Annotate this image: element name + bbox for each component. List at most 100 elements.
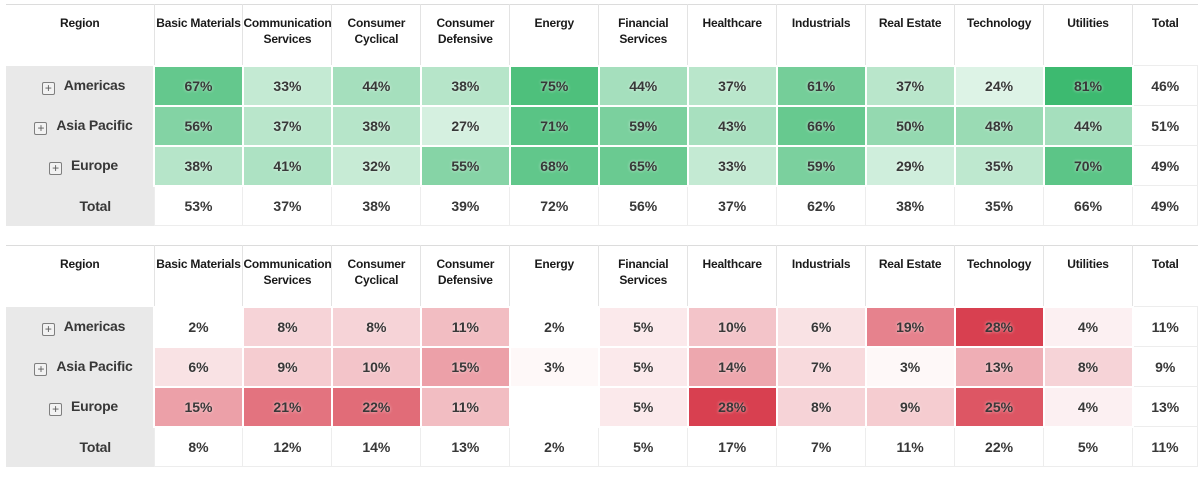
column-header-energy: Energy [509, 4, 599, 66]
row-total-asia-pacific: 9% [1132, 346, 1198, 387]
row-total-europe: 49% [1132, 145, 1198, 186]
heatmap-cell-europe-healthcare: 33% [686, 144, 778, 187]
expand-icon[interactable]: + [48, 161, 62, 175]
column-total-technology: 22% [954, 426, 1045, 467]
column-total-consumer-cyclical: 14% [331, 426, 422, 467]
totals-row: Total 53% 37% 38% 39% 72% 56% 37% 62% 38% 35% 66% 49… [6, 185, 1198, 226]
expand-icon[interactable]: + [48, 402, 62, 416]
column-header-healthcare: Healthcare [687, 245, 777, 307]
row-label-text: Asia Pacific [56, 116, 133, 133]
column-total-energy: 72% [509, 185, 600, 226]
expand-icon[interactable]: + [41, 322, 55, 336]
column-total-communication-services: 37% [242, 185, 333, 226]
table-row-europe: + Europe 15% 21% 22% 11% 5% 28% 8% 9% 25% 4% 13% [6, 385, 1198, 428]
heatmap-tables-container: Region Basic Materials Communication Servi… [6, 4, 1198, 467]
heatmap-cell-asia-pacific-utilities: 8% [1042, 345, 1134, 388]
grand-total: 49% [1132, 185, 1198, 226]
header-row: Region Basic Materials Communication Servi… [6, 4, 1198, 66]
heatmap-cell-americas-consumer-defensive: 11% [419, 305, 511, 348]
heatmap-cell-asia-pacific-industrials: 7% [775, 345, 867, 388]
column-header-utilities: Utilities [1043, 245, 1133, 307]
column-total-consumer-cyclical: 38% [331, 185, 422, 226]
heatmap-cell-europe-industrials: 59% [775, 144, 867, 187]
heatmap-cell-europe-utilities: 4% [1042, 385, 1134, 428]
heatmap-cell-americas-communication-services: 33% [241, 64, 333, 107]
column-header-communication-services: Communication Services [242, 4, 332, 66]
row-label-americas: + Americas [6, 65, 154, 106]
column-header-consumer-defensive: Consumer Defensive [420, 4, 510, 66]
heatmap-cell-europe-basic-materials: 38% [153, 144, 244, 187]
column-header-real-estate: Real Estate [865, 4, 955, 66]
column-header-technology: Technology [954, 245, 1044, 307]
row-label-europe: + Europe [6, 145, 154, 186]
heatmap-cell-asia-pacific-basic-materials: 56% [153, 104, 244, 147]
row-label-text: Americas [63, 317, 126, 334]
heatmap-cell-asia-pacific-consumer-defensive: 27% [419, 104, 511, 147]
table-row-americas: + Americas 2% 8% 8% 11% 2% 5% 10% 6% 19% 28% 4% 11% [6, 305, 1198, 348]
column-header-consumer-defensive: Consumer Defensive [420, 245, 510, 307]
table-row-asia-pacific: + Asia Pacific 6% 9% 10% 15% 3% 5% 14% 7% 3% 13% 8% 9… [6, 345, 1198, 388]
column-header-financial-services: Financial Services [598, 245, 688, 307]
green-heatmap-table: Region Basic Materials Communication Servi… [6, 4, 1198, 226]
column-total-real-estate: 38% [865, 185, 956, 226]
heatmap-cell-asia-pacific-consumer-defensive: 15% [419, 345, 511, 388]
heatmap-cell-americas-basic-materials: 67% [153, 64, 244, 107]
column-header-communication-services: Communication Services [242, 245, 332, 307]
row-label-europe: + Europe [6, 386, 154, 427]
column-total-industrials: 7% [776, 426, 867, 467]
column-header-consumer-cyclical: Consumer Cyclical [331, 4, 421, 66]
column-total-basic-materials: 53% [153, 185, 244, 226]
heatmap-cell-europe-financial-services: 65% [597, 144, 689, 187]
total-column-header: Total [1132, 245, 1198, 307]
heatmap-cell-asia-pacific-utilities: 44% [1042, 104, 1134, 147]
region-column-header: Region [6, 245, 154, 307]
heatmap-cell-europe-consumer-defensive: 11% [419, 385, 511, 428]
row-total-americas: 46% [1132, 65, 1198, 106]
heatmap-cell-asia-pacific-basic-materials: 6% [153, 345, 244, 388]
heatmap-cell-americas-consumer-cyclical: 8% [330, 305, 422, 348]
column-header-real-estate: Real Estate [865, 245, 955, 307]
heatmap-cell-americas-energy: 2% [508, 305, 600, 348]
column-header-industrials: Industrials [776, 4, 866, 66]
heatmap-cell-europe-consumer-cyclical: 22% [330, 385, 422, 428]
heatmap-cell-americas-financial-services: 44% [597, 64, 689, 107]
heatmap-cell-europe-communication-services: 41% [241, 144, 333, 187]
region-column-header: Region [6, 4, 154, 66]
heatmap-cell-europe-basic-materials: 15% [153, 385, 244, 428]
column-total-utilities: 66% [1043, 185, 1133, 226]
row-label-asia-pacific: + Asia Pacific [6, 105, 154, 146]
column-header-healthcare: Healthcare [687, 4, 777, 66]
column-header-technology: Technology [954, 4, 1044, 66]
heatmap-cell-asia-pacific-technology: 48% [953, 104, 1045, 147]
heatmap-cell-europe-financial-services: 5% [597, 385, 689, 428]
heatmap-cell-europe-utilities: 70% [1042, 144, 1134, 187]
expand-icon[interactable]: + [41, 81, 55, 95]
heatmap-cell-americas-basic-materials: 2% [153, 305, 244, 348]
column-header-industrials: Industrials [776, 245, 866, 307]
row-label-americas: + Americas [6, 306, 154, 347]
row-label-text: Europe [70, 397, 119, 414]
column-total-communication-services: 12% [242, 426, 333, 467]
column-total-utilities: 5% [1043, 426, 1133, 467]
heatmap-cell-americas-industrials: 6% [775, 305, 867, 348]
row-label-text: Asia Pacific [56, 357, 133, 374]
heatmap-cell-americas-consumer-cyclical: 44% [330, 64, 422, 107]
total-column-header: Total [1132, 4, 1198, 66]
column-header-basic-materials: Basic Materials [153, 4, 243, 66]
column-total-real-estate: 11% [865, 426, 956, 467]
column-total-healthcare: 17% [687, 426, 778, 467]
row-label-text: Americas [63, 76, 126, 93]
expand-icon[interactable]: + [34, 362, 48, 376]
heatmap-cell-asia-pacific-real-estate: 3% [864, 345, 956, 388]
heatmap-cell-asia-pacific-energy: 3% [508, 345, 600, 388]
heatmap-cell-asia-pacific-healthcare: 43% [686, 104, 778, 147]
table-row-asia-pacific: + Asia Pacific 56% 37% 38% 27% 71% 59% 43% 66% 50%… [6, 104, 1198, 147]
expand-icon[interactable]: + [34, 121, 48, 135]
row-total-europe: 13% [1132, 386, 1198, 427]
heatmap-cell-europe-real-estate: 29% [864, 144, 956, 187]
totals-row-label: Total [6, 185, 154, 226]
heatmap-cell-americas-financial-services: 5% [597, 305, 689, 348]
column-total-consumer-defensive: 39% [420, 185, 511, 226]
row-total-americas: 11% [1132, 306, 1198, 347]
red-heatmap-table: Region Basic Materials Communication Servi… [6, 245, 1198, 467]
